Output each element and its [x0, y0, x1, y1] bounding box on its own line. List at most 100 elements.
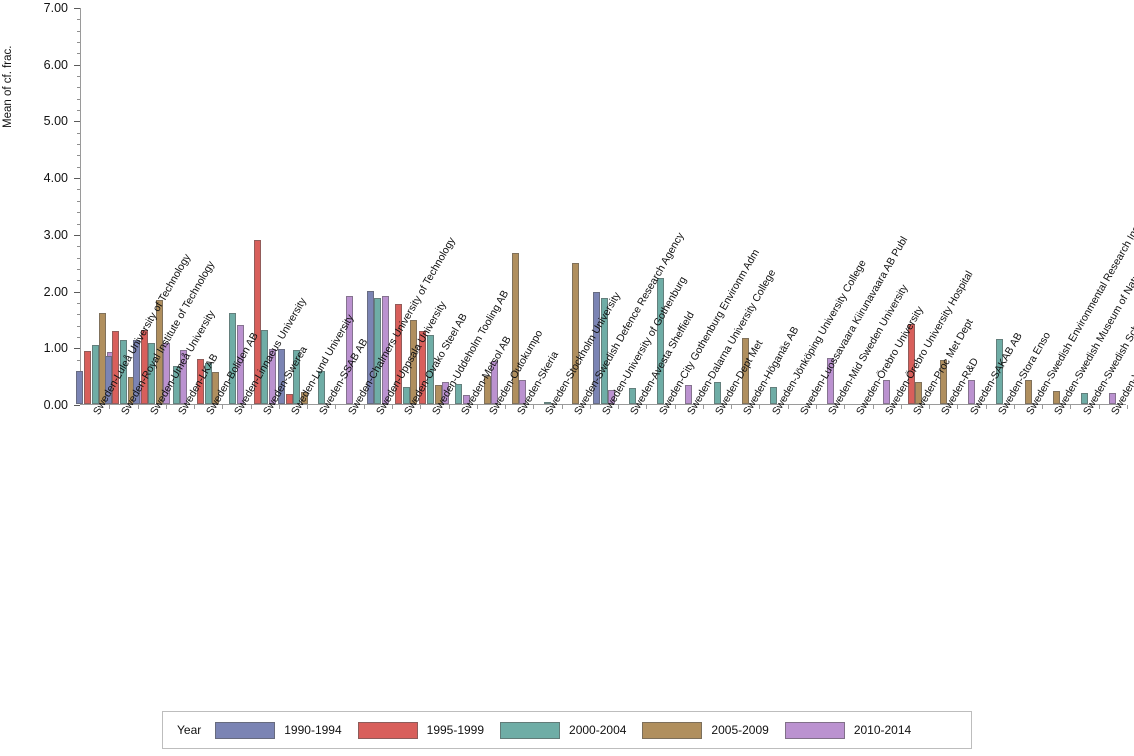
- bar: [419, 331, 427, 404]
- bar: [1024, 379, 1032, 404]
- legend-label: 2000-2004: [569, 723, 627, 737]
- bar: [346, 296, 354, 404]
- legend-item[interactable]: 1995-1999: [357, 721, 484, 739]
- y-axis-minor-tick: [77, 268, 80, 270]
- y-axis-tick-label: 1.00: [43, 341, 68, 356]
- bar: [293, 350, 301, 404]
- y-axis-minor-tick: [77, 189, 80, 191]
- x-axis-tick-mark: [901, 405, 902, 409]
- x-axis-tick-mark: [477, 405, 478, 409]
- bar: [84, 351, 92, 404]
- y-axis-tick-mark: [74, 405, 80, 406]
- bar: [172, 366, 180, 404]
- bar: [212, 372, 220, 404]
- legend-swatch: [784, 721, 845, 739]
- y-axis-tick-mark: [74, 121, 80, 123]
- x-axis-tick-mark: [844, 405, 845, 409]
- y-axis-tick-label: 6.00: [43, 57, 68, 72]
- y-axis-tick-label: 5.00: [43, 114, 68, 129]
- bar: [657, 277, 665, 404]
- chart-legend: Year 1990-1994 1995-1999 2000-2004 2005-200…: [162, 711, 972, 749]
- x-axis-tick-mark: [759, 405, 760, 409]
- y-axis-minor-tick: [77, 110, 80, 112]
- legend-label: 1990-1994: [284, 723, 342, 737]
- x-axis-tick-mark: [618, 405, 619, 409]
- legend-items: 1990-1994 1995-1999 2000-2004 2005-2009 2010…: [215, 721, 927, 739]
- bar: [148, 343, 156, 404]
- bar: [427, 334, 435, 404]
- legend-item[interactable]: 2005-2009: [642, 721, 769, 739]
- bar: [300, 391, 308, 404]
- y-axis-tick-mark: [74, 348, 80, 350]
- bar: [268, 349, 276, 404]
- bar: [883, 380, 891, 404]
- bar: [572, 262, 580, 404]
- bar: [915, 382, 923, 404]
- y-axis-minor-tick: [77, 314, 80, 316]
- bar: [770, 387, 778, 404]
- bar: [410, 319, 418, 404]
- bar: [1109, 393, 1117, 404]
- x-axis-tick-mark: [675, 405, 676, 409]
- x-axis-tick-mark: [392, 405, 393, 409]
- bar: [713, 381, 721, 404]
- x-axis-tick-mark: [420, 405, 421, 409]
- legend-item[interactable]: 2010-2014: [784, 721, 912, 739]
- y-axis-minor-tick: [77, 76, 80, 78]
- x-axis-tick-mark: [533, 405, 534, 409]
- legend-title: Year: [177, 723, 202, 737]
- legend-item[interactable]: 1990-1994: [215, 721, 342, 739]
- y-axis-minor-tick: [77, 144, 80, 146]
- y-axis-minor-tick: [77, 30, 80, 32]
- y-axis-minor-tick: [77, 302, 80, 304]
- x-axis-tick-mark: [222, 405, 223, 409]
- x-axis-tick-mark: [562, 405, 563, 409]
- x-axis-tick-mark: [1127, 405, 1128, 409]
- x-axis-tick-mark: [816, 405, 817, 409]
- y-axis-minor-tick: [77, 53, 80, 55]
- y-axis-tick-label: 4.00: [43, 171, 68, 186]
- bar: [395, 303, 402, 404]
- bar: [907, 324, 915, 404]
- bar: [434, 385, 442, 404]
- bar: [381, 296, 389, 404]
- x-axis-tick-mark: [279, 405, 280, 409]
- x-axis-tick-mark: [703, 405, 704, 409]
- bar: [204, 362, 212, 404]
- x-axis-tick-mark: [986, 405, 987, 409]
- x-axis-tick-mark: [364, 405, 365, 409]
- x-axis-tick-mark: [1099, 405, 1100, 409]
- bar: [592, 291, 600, 404]
- x-axis-tick-mark: [731, 405, 732, 409]
- x-axis-tick-mark: [138, 405, 139, 409]
- y-axis-minor-tick: [77, 246, 80, 248]
- bar: [996, 339, 1004, 404]
- y-axis-tick-label: 3.00: [43, 227, 68, 242]
- legend-label: 2005-2009: [711, 723, 769, 737]
- y-axis-minor-tick: [77, 359, 80, 361]
- y-axis-tick-mark: [74, 178, 80, 180]
- x-axis-tick-mark: [166, 405, 167, 409]
- bar: [180, 350, 188, 404]
- y-axis-minor-tick: [77, 212, 80, 214]
- bar: [236, 324, 244, 404]
- bar: [402, 387, 410, 404]
- bar: [261, 330, 269, 404]
- x-axis-tick-mark: [1014, 405, 1015, 409]
- bar: [442, 382, 450, 404]
- legend-label: 2010-2014: [853, 723, 912, 737]
- y-axis-minor-tick: [77, 87, 80, 89]
- x-axis-tick-mark: [307, 405, 308, 409]
- bar: [455, 383, 463, 404]
- bar: [826, 358, 834, 404]
- legend-item[interactable]: 2000-2004: [500, 721, 627, 739]
- bar: [685, 385, 693, 404]
- y-axis-minor-tick: [77, 325, 80, 327]
- x-axis-tick-mark: [251, 405, 252, 409]
- y-axis-tick-mark: [74, 291, 80, 293]
- bar: [104, 355, 112, 404]
- legend-swatch: [642, 721, 703, 739]
- bar: [140, 330, 148, 404]
- bar: [278, 349, 286, 404]
